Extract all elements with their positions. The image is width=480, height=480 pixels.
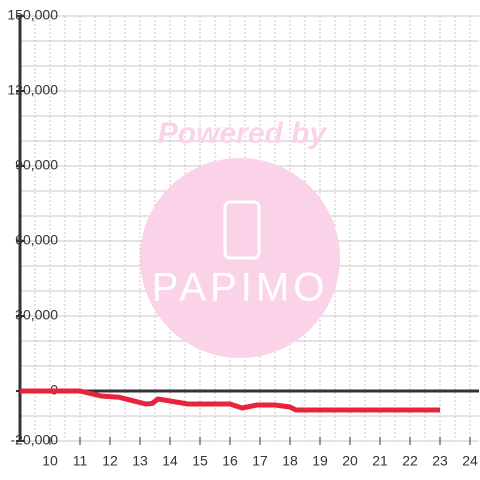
y-tick-label: 150,000 [7, 7, 58, 23]
y-tick-label: 120,000 [7, 82, 58, 98]
x-tick-label: 12 [102, 453, 118, 469]
x-tick-label: 17 [252, 453, 268, 469]
x-tick-label: 11 [73, 453, 88, 469]
x-tick-label: 16 [222, 453, 238, 469]
y-tick-label: -20,000 [11, 432, 59, 448]
watermark-text: Powered by [158, 117, 328, 150]
x-tick-label: 24 [462, 453, 478, 469]
y-tick-label: 90,000 [15, 157, 58, 173]
x-tick-label: 22 [402, 453, 418, 469]
x-tick-label: 19 [312, 453, 328, 469]
x-tick-label: 20 [342, 453, 358, 469]
x-tick-label: 18 [282, 453, 298, 469]
x-tick-label: 10 [42, 453, 58, 469]
x-tick-label: 21 [372, 453, 388, 469]
watermark-icon [223, 200, 261, 260]
x-tick-label: 13 [132, 453, 148, 469]
watermark-text: PAPIMO [152, 266, 329, 310]
y-tick-label: 60,000 [15, 232, 58, 248]
x-tick-label: 14 [162, 453, 178, 469]
y-tick-label: 30,000 [15, 307, 58, 323]
x-tick-label: 15 [192, 453, 208, 469]
data-line [20, 388, 440, 413]
x-tick-label: 23 [432, 453, 448, 469]
